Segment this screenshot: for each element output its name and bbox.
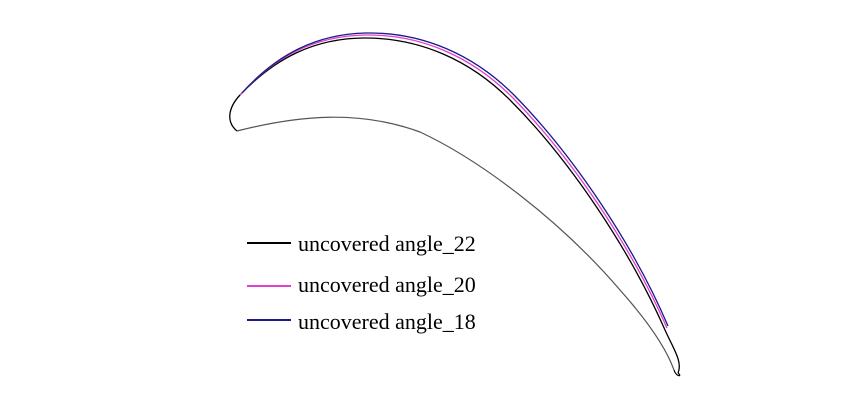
blade-suction-side-20 [239, 34, 668, 329]
legend-label-20: uncovered angle_20 [298, 272, 476, 297]
legend-label-22: uncovered angle_22 [298, 231, 476, 256]
blade-suction-side-18 [241, 32, 669, 327]
trailing-edge [673, 369, 681, 377]
blade-pressure-side [236, 116, 675, 371]
legend: uncovered angle_22 uncovered angle_20 un… [247, 231, 476, 334]
legend-label-18: uncovered angle_18 [298, 309, 476, 334]
